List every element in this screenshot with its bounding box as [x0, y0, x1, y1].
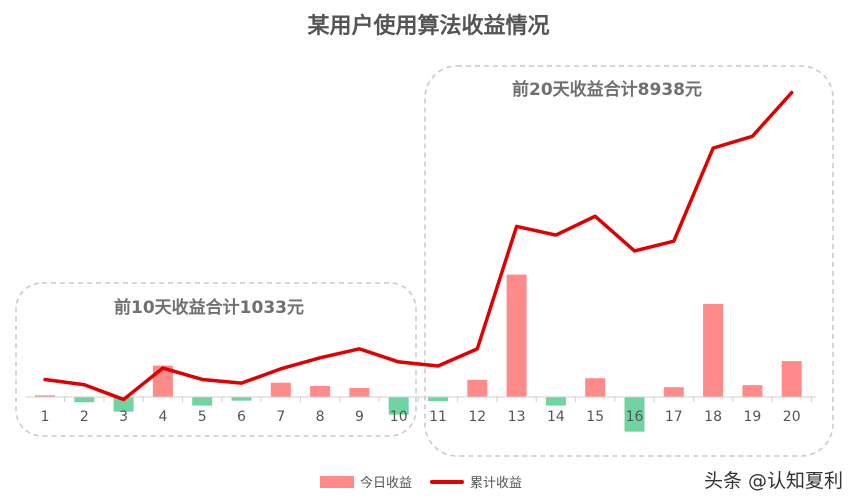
- annotation-first-20: 前20天收益合计8938元: [512, 79, 702, 100]
- watermark: 头条 @认知夏利: [703, 470, 843, 492]
- annotation-first-10: 前10天收益合计1033元: [114, 297, 304, 318]
- bar-2: [74, 397, 95, 403]
- bar-13: [506, 274, 527, 397]
- legend-swatch-line: [430, 479, 465, 484]
- bar-15: [585, 378, 606, 397]
- tick-label: 16: [626, 409, 644, 425]
- bar-11: [428, 397, 448, 402]
- tick-label: 7: [276, 409, 285, 425]
- tick-label: 17: [665, 409, 683, 425]
- tick-label: 9: [355, 409, 364, 425]
- tick-label: 12: [468, 409, 486, 425]
- bar-12: [467, 379, 488, 397]
- legend-label-bar: 今日收益: [360, 476, 413, 491]
- bar-5: [192, 397, 213, 406]
- tick-label: 13: [508, 409, 526, 425]
- tick-label: 4: [158, 409, 167, 425]
- x-axis-ticks: 1 2 3 4 5 6 7 8 9 10 11 12 13 14 15 16 17 18 19 20: [41, 397, 812, 425]
- bar-17: [663, 387, 684, 397]
- legend: 今日收益 累计收益: [320, 472, 522, 491]
- tick-label: 2: [80, 409, 89, 425]
- tick-label: 11: [429, 409, 447, 425]
- tick-label: 6: [237, 409, 246, 425]
- chart-title: 某用户使用算法收益情况: [307, 14, 550, 39]
- bar-7: [270, 382, 291, 397]
- bar-6: [231, 397, 252, 401]
- annotation-box-first-20: [424, 65, 834, 457]
- bar-10: [388, 397, 409, 415]
- tick-label: 19: [743, 409, 761, 425]
- bar-8: [310, 385, 331, 397]
- tick-label: 1: [41, 409, 50, 425]
- bar-14: [545, 397, 566, 406]
- bar-20: [781, 361, 802, 397]
- tick-label: 15: [586, 409, 604, 425]
- bar-series: [35, 274, 802, 432]
- tick-label: 5: [198, 409, 207, 425]
- bar-16: [624, 397, 645, 432]
- tick-label: 14: [547, 409, 565, 425]
- tick-label: 10: [390, 409, 408, 425]
- bar-1: [35, 395, 55, 397]
- tick-label: 8: [316, 409, 325, 425]
- bar-19: [742, 385, 763, 397]
- bar-18: [703, 303, 724, 397]
- tick-label: 20: [783, 409, 801, 425]
- tick-label: 3: [119, 409, 128, 425]
- legend-label-line: 累计收益: [470, 476, 523, 491]
- annotation-box-first-10: [15, 282, 417, 437]
- cumulative-line: [43, 90, 794, 402]
- bar-9: [349, 388, 370, 397]
- tick-label: 18: [704, 409, 722, 425]
- bar-3: [113, 397, 134, 412]
- legend-swatch-bar: [320, 475, 354, 488]
